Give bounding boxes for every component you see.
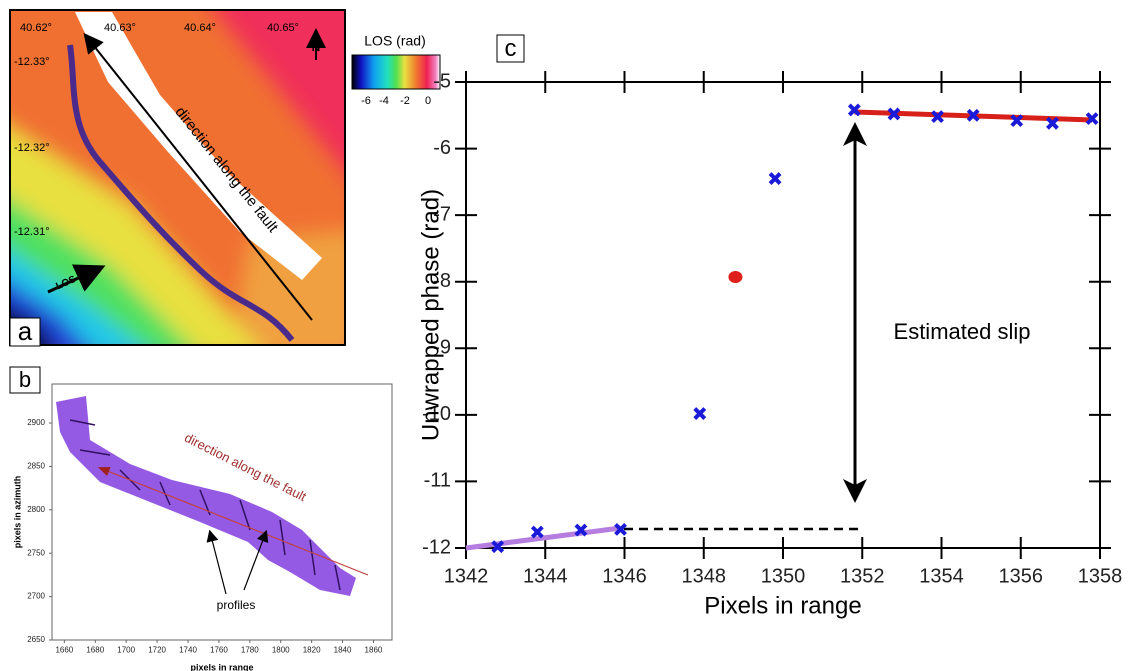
point — [1085, 112, 1099, 126]
point — [931, 110, 944, 124]
annotation: profiles — [217, 598, 256, 612]
x-tick-label: 1680 — [86, 645, 104, 654]
y-tick-label: 2900 — [27, 418, 45, 427]
panel-label-box — [496, 34, 525, 63]
x-tick-label: 1740 — [179, 645, 197, 654]
x-tick-label: 1820 — [303, 645, 321, 654]
x-tick-label: 1358 — [1078, 565, 1123, 587]
lon-label: 40.64° — [184, 22, 216, 34]
x-tick-label: 1354 — [919, 565, 964, 587]
panel-label: c — [505, 35, 517, 62]
point — [887, 107, 901, 121]
panel-label-box — [9, 317, 41, 347]
y-tick-label: -7 — [433, 203, 451, 225]
point — [530, 525, 544, 539]
colorbar-label: -6 — [361, 95, 371, 107]
lon-label: 40.63° — [104, 22, 136, 34]
x-tick-label: 1780 — [241, 645, 259, 654]
y-axis-label: Unwrapped phase (rad) — [417, 189, 444, 441]
y-tick-label: -9 — [433, 337, 451, 359]
y-tick-label: 2700 — [27, 592, 45, 601]
x-tick-label: 1346 — [602, 565, 647, 587]
x-axis-label: Pixels in range — [704, 592, 861, 619]
point — [1010, 114, 1024, 128]
point — [614, 522, 627, 536]
point — [728, 271, 743, 284]
y-tick-label: 2800 — [27, 505, 45, 514]
y-tick-label: -5 — [433, 70, 451, 92]
x-tick-label: 1344 — [523, 565, 568, 587]
y-tick-label: 2750 — [27, 548, 45, 557]
colorbar — [351, 54, 441, 90]
y-tick-label: -6 — [433, 137, 451, 159]
lat-label: -12.31° — [14, 226, 50, 238]
annotation: Estimated slip — [894, 319, 1031, 344]
colorbar-title: LOS (rad) — [364, 33, 425, 49]
lon-label: 40.62° — [20, 22, 52, 34]
point — [574, 523, 588, 537]
point — [693, 407, 707, 420]
panel-label: a — [18, 316, 33, 346]
lat-label: -12.33° — [14, 56, 50, 68]
x-tick-label: 1700 — [117, 645, 135, 654]
fault-direction-arrow — [83, 32, 313, 321]
y-tick-label: -10 — [422, 403, 451, 425]
x-tick-label: 1342 — [444, 565, 489, 587]
x-tick-label: 1350 — [761, 565, 806, 587]
y-axis-label: pixels in azimuth — [12, 476, 22, 549]
point — [768, 172, 782, 185]
panel-label: b — [19, 367, 31, 392]
x-tick-label: 1352 — [840, 565, 885, 587]
panel-b-drawing — [56, 396, 369, 596]
x-tick-label: 1860 — [365, 645, 383, 654]
panel-a — [10, 10, 345, 345]
point — [1046, 116, 1059, 130]
fit-line — [465, 525, 621, 551]
x-tick-label: 1800 — [272, 645, 290, 654]
map-frame — [9, 9, 346, 346]
x-tick-label: 1720 — [148, 645, 166, 654]
no-data-area — [75, 12, 322, 280]
x-tick-label: 1840 — [334, 645, 352, 654]
point — [966, 108, 980, 122]
fault-trace — [67, 44, 295, 342]
y-tick-label: -12 — [422, 536, 451, 558]
los-arrow — [47, 264, 106, 294]
point — [847, 103, 861, 117]
colorbar-label: 0 — [425, 95, 431, 107]
plot-frame — [465, 81, 1101, 549]
colorbar-label: -2 — [400, 95, 410, 107]
y-tick-label: -11 — [424, 470, 451, 492]
x-tick-label: 1760 — [210, 645, 228, 654]
x-tick-label: 1356 — [999, 565, 1044, 587]
lat-label: -12.32° — [14, 142, 50, 154]
point — [491, 540, 505, 554]
panel-label-box — [9, 366, 41, 394]
lon-label: 40.65° — [267, 22, 299, 34]
x-tick-label: 1660 — [55, 645, 73, 654]
x-axis-label: pixels in range — [190, 662, 253, 671]
north-label: N — [312, 40, 321, 54]
y-tick-label: -8 — [433, 270, 451, 292]
y-tick-label: 2650 — [27, 635, 45, 644]
y-tick-label: 2850 — [27, 462, 45, 471]
plot-frame — [51, 383, 393, 641]
x-tick-label: 1348 — [682, 565, 727, 587]
colorbar-label: -4 — [379, 95, 389, 107]
